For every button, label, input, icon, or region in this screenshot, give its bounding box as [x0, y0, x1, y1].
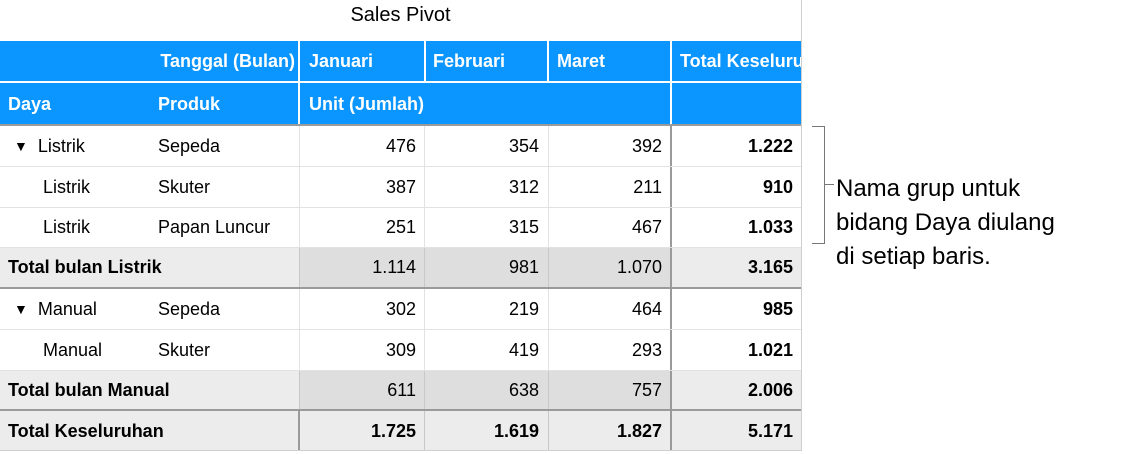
value-cell: 354 [508, 135, 539, 156]
subtotal-cell: 1.070 [616, 257, 662, 277]
callout-leader-line [824, 184, 834, 185]
callout-line: bidang Daya diulang [836, 209, 1055, 236]
subtotal-row[interactable]: Total bulan Manual 611 638 757 2.006 [0, 371, 801, 409]
total-cell: 1.033 [747, 217, 793, 237]
daya-cell: Listrik [43, 217, 91, 237]
value-cell: 312 [508, 176, 539, 197]
table-row[interactable]: Listrik Skuter 387 312 211 910 [0, 167, 801, 207]
value-field-label[interactable]: Unit (Jumlah) [309, 94, 424, 114]
value-cell: 219 [508, 298, 539, 319]
value-cell: 315 [508, 217, 539, 237]
total-cell: 1.222 [747, 135, 793, 156]
table-row[interactable]: ▼ Manual Sepeda 302 219 464 985 [0, 289, 801, 329]
total-cell: 910 [762, 176, 793, 197]
value-cell: 419 [508, 339, 539, 360]
produk-cell: Skuter [158, 176, 211, 197]
subtotal-cell: 757 [631, 379, 662, 400]
row-header-row: Daya Produk Unit (Jumlah) [0, 83, 801, 125]
callout-bracket [812, 126, 825, 244]
daya-cell: Manual [43, 339, 103, 360]
date-field-label[interactable]: Tanggal (Bulan) [160, 51, 295, 71]
table-title: Sales Pivot [350, 4, 451, 26]
daya-cell: Listrik [37, 135, 85, 156]
triangle-down-icon[interactable]: ▼ [14, 138, 28, 154]
table-row[interactable]: ▼ Listrik Sepeda 476 354 392 1.222 [0, 126, 801, 166]
value-cell: 392 [631, 135, 662, 156]
value-cell: 211 [633, 176, 662, 197]
subtotal-label: Total bulan Listrik [8, 257, 162, 277]
subtotal-row[interactable]: Total bulan Listrik 1.114 981 1.070 3.16… [0, 248, 801, 287]
grand-total-cell: 1.827 [616, 420, 662, 441]
subtotal-cell: 1.114 [372, 257, 416, 277]
column-header-februari[interactable]: Februari [433, 51, 506, 71]
grand-total-cell: 1.619 [493, 420, 539, 441]
total-cell: 985 [762, 298, 793, 319]
daya-cell: Manual [37, 298, 97, 319]
value-cell: 464 [631, 298, 662, 319]
triangle-down-icon[interactable]: ▼ [14, 301, 28, 317]
subtotal-cell: 611 [387, 379, 416, 400]
column-header-row: Tanggal (Bulan) Januari Februari Maret T… [0, 41, 801, 81]
grand-total-total-cell: 5.171 [747, 420, 793, 441]
produk-field-label[interactable]: Produk [158, 94, 221, 114]
grand-total-label: Total Keseluruhan [8, 420, 164, 441]
table-row[interactable]: Manual Skuter 309 419 293 1.021 [0, 330, 801, 370]
produk-cell: Sepeda [158, 135, 221, 156]
value-cell: 302 [385, 298, 416, 319]
value-cell: 293 [631, 339, 662, 360]
value-cell: 309 [385, 339, 416, 360]
value-cell: 467 [631, 217, 662, 237]
grand-total-row[interactable]: Total Keseluruhan 1.725 1.619 1.827 5.17… [0, 411, 801, 451]
grand-total-cell: 1.725 [370, 420, 416, 441]
value-cell: 387 [385, 176, 416, 197]
subtotal-total-cell: 3.165 [747, 257, 793, 277]
callout-line: di setiap baris. [836, 243, 991, 270]
subtotal-cell: 981 [508, 257, 539, 277]
value-cell: 251 [385, 217, 416, 237]
callout-text: Nama grup untuk bidang Daya diulang di s… [836, 172, 1055, 274]
column-header-maret[interactable]: Maret [557, 51, 606, 71]
daya-cell: Listrik [43, 176, 91, 197]
subtotal-cell: 638 [508, 379, 539, 400]
subtotal-label: Total bulan Manual [8, 379, 170, 400]
total-cell: 1.021 [747, 339, 793, 360]
daya-field-label[interactable]: Daya [8, 94, 52, 114]
column-header-total[interactable]: Total Keseluruhan [680, 51, 801, 71]
callout-line: Nama grup untuk [836, 175, 1021, 202]
produk-cell: Papan Luncur [158, 217, 271, 237]
pivot-table: Sales Pivot Tanggal (Bulan) Januari Febr… [0, 0, 802, 451]
column-header-januari[interactable]: Januari [309, 51, 374, 71]
produk-cell: Skuter [158, 339, 211, 360]
produk-cell: Sepeda [158, 298, 221, 319]
value-cell: 476 [385, 135, 416, 156]
subtotal-total-cell: 2.006 [747, 379, 793, 400]
table-row[interactable]: Listrik Papan Luncur 251 315 467 1.033 [0, 208, 801, 247]
